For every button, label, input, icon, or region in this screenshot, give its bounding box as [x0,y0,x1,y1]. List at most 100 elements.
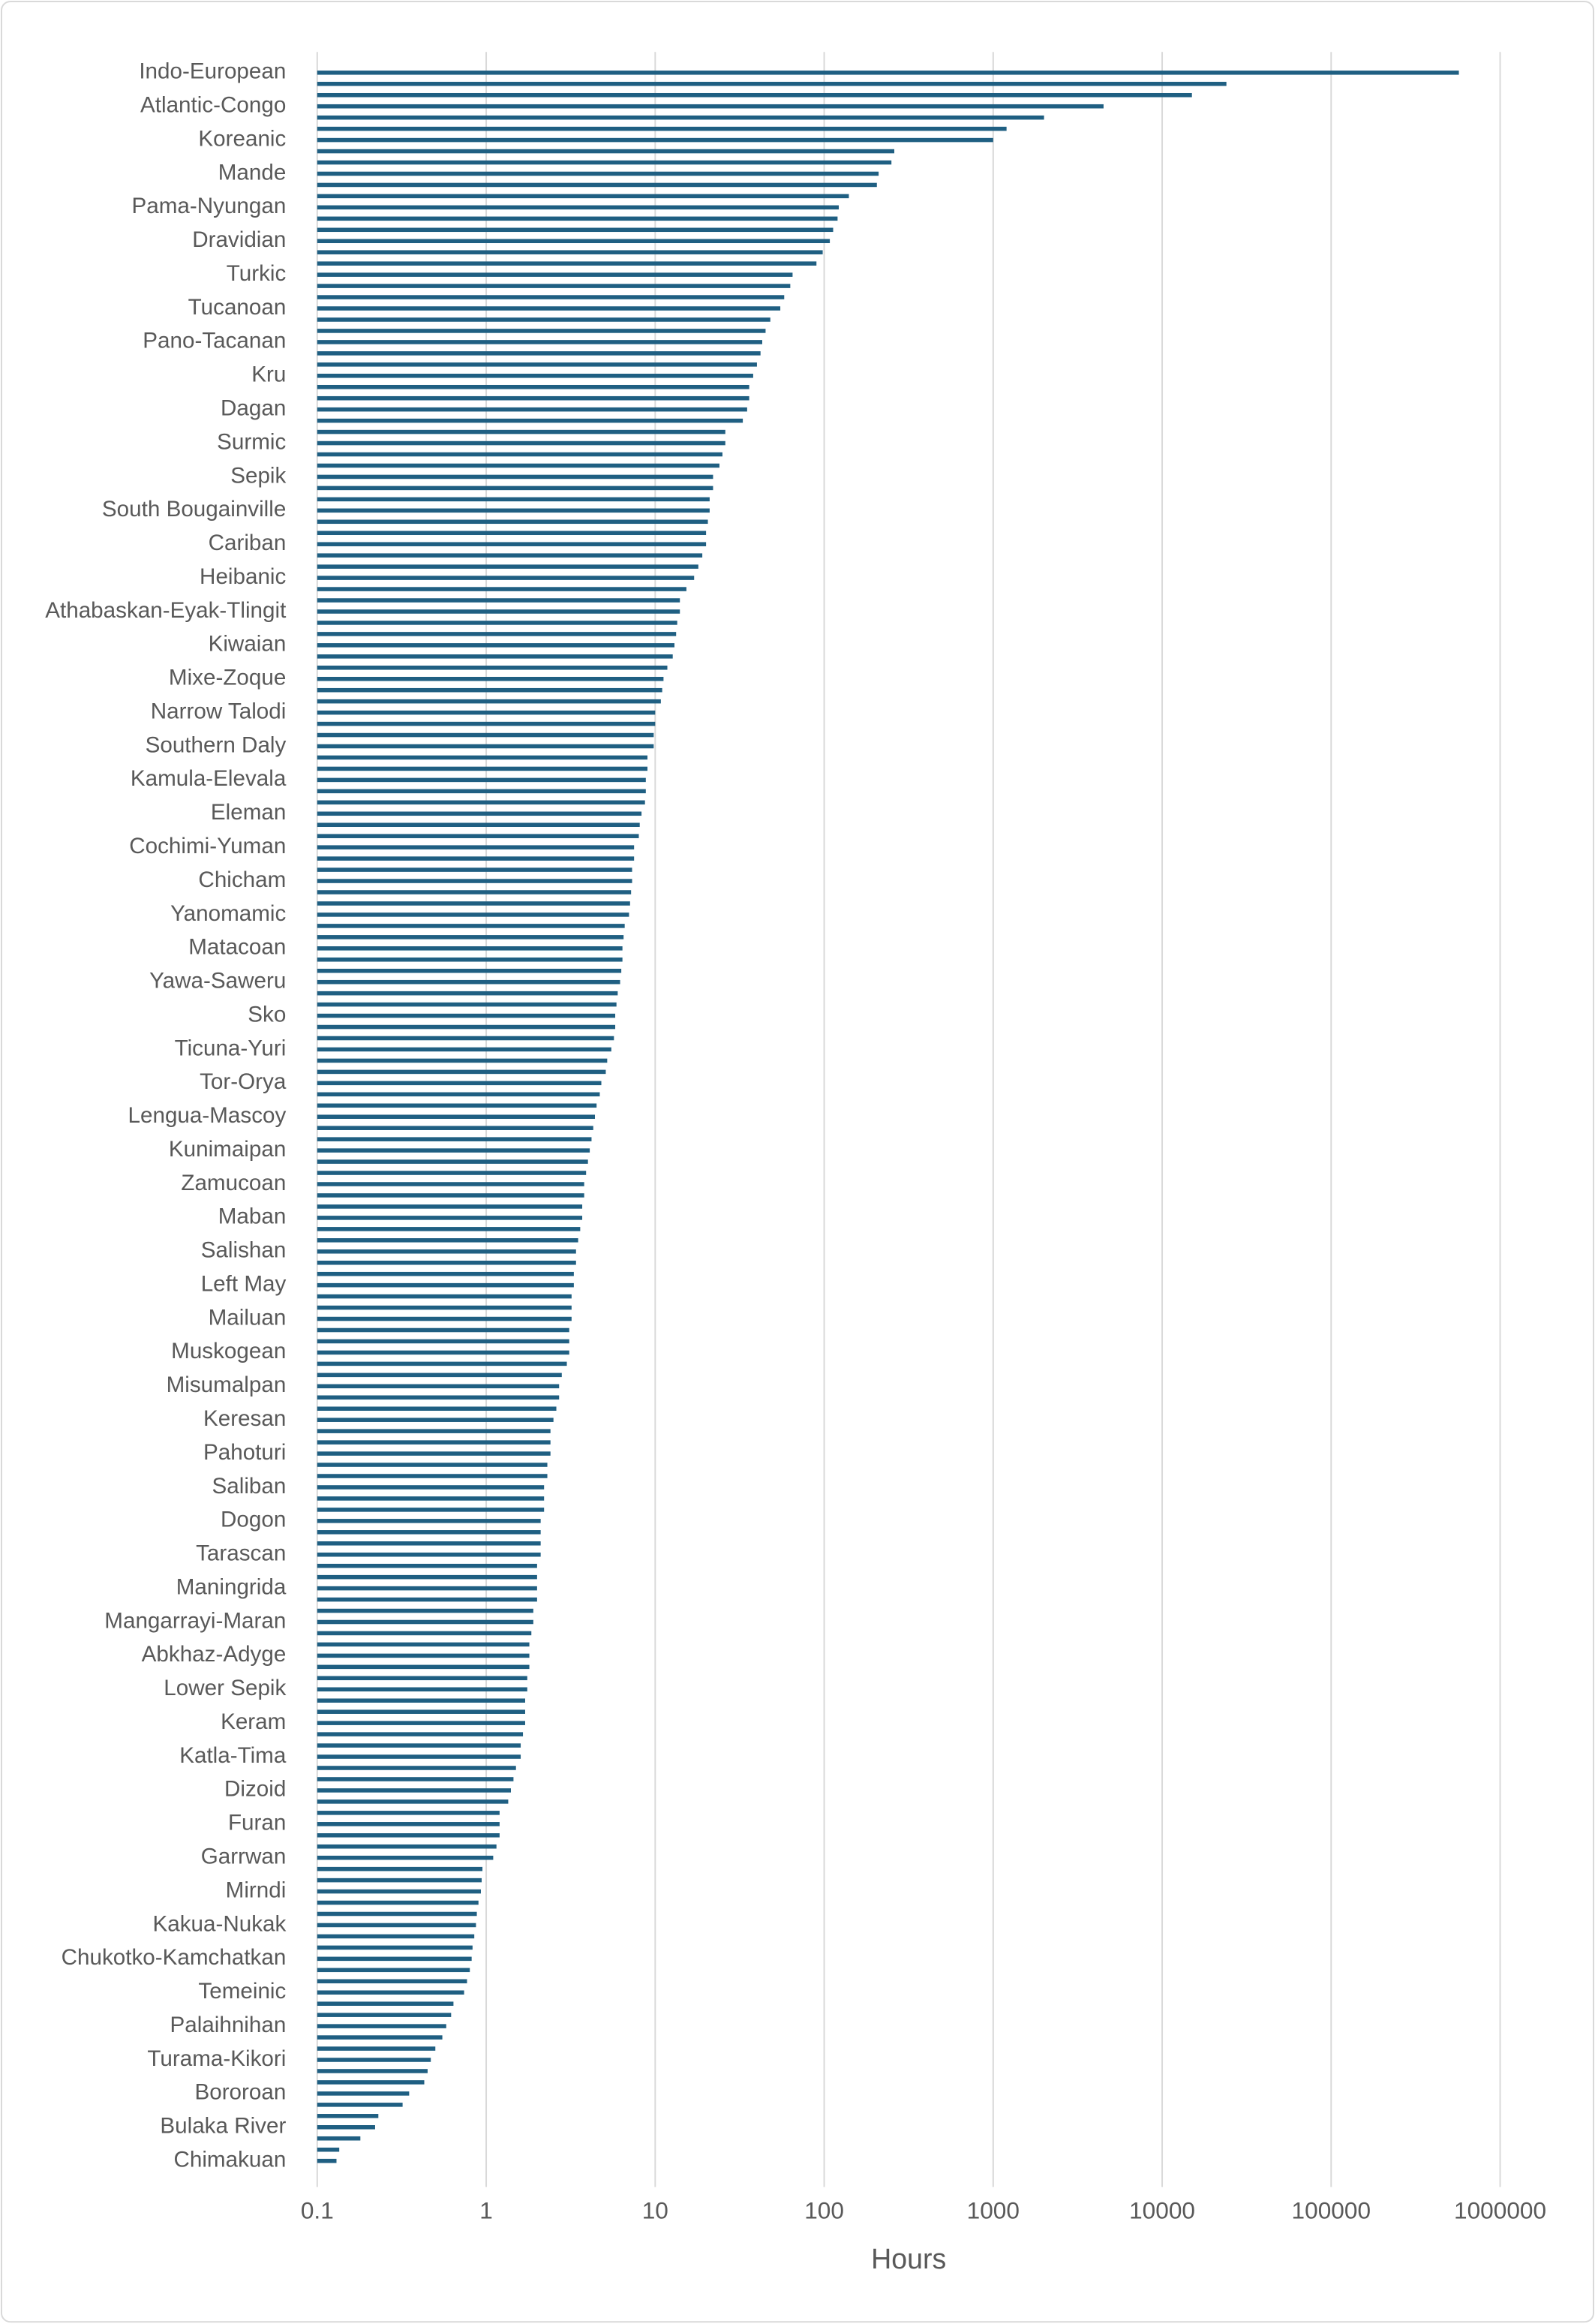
bar [317,732,654,738]
bar [317,1709,525,1714]
bar [317,2001,454,2006]
y-tick-label: Chicham [198,867,286,892]
y-tick-label: Yanomamic [170,901,286,926]
bar [317,1137,592,1141]
bar [317,1608,533,1613]
bar [317,418,743,423]
bar [317,452,722,457]
bar [317,1327,569,1333]
bar [317,71,1459,75]
bar [317,351,761,356]
y-tick-label: Temeinic [198,1979,286,2004]
bar [317,1103,597,1108]
bar [317,395,749,401]
y-tick-label: Keram [221,1709,286,1734]
bar [317,463,719,468]
bar [317,2103,403,2107]
bar [317,1440,551,1445]
bar [317,1777,514,1781]
y-tick-label: Sko [248,1002,286,1027]
bar [317,1732,524,1736]
bar [317,632,677,636]
bar [317,137,993,143]
bar [317,710,656,715]
bar [317,1990,464,1995]
bar [317,822,640,828]
bar [317,2035,443,2040]
bar [317,676,664,681]
y-tick-label: Atlantic-Congo [140,93,286,118]
bar [317,429,725,434]
bar [317,182,877,188]
bar [317,1081,602,1086]
bar [317,160,892,165]
y-tick-label: Misumalpan [167,1372,287,1397]
y-tick-label: Furan [228,1811,286,1835]
bar [317,811,642,816]
y-tick-label: Katla-Tima [179,1743,287,1768]
bar [317,699,661,704]
bar [317,1395,560,1400]
bar [317,1956,472,1962]
bar [317,946,623,951]
bar [317,1619,533,1625]
bar [317,1743,521,1748]
bar [317,1844,497,1849]
bar [317,1653,530,1658]
bar [317,1114,596,1120]
bar [317,991,618,996]
bar [317,2058,431,2062]
y-tick-label: Palaihnihan [170,2013,286,2037]
y-tick-label: Chimakuan [173,2147,286,2172]
bar [317,1530,541,1535]
bar [317,1260,576,1265]
bar [317,1721,525,1725]
bar [317,766,648,771]
y-tick-label: Maningrida [176,1574,287,1599]
bar [317,1148,590,1153]
x-tick-label: 1 [479,2196,493,2223]
bar [317,1339,569,1344]
bar [317,531,707,536]
bar [317,497,710,502]
bar [317,2024,446,2028]
bar [317,272,793,277]
bar [317,2114,379,2118]
bar [317,598,680,603]
y-tick-label: Cochimi-Yuman [129,834,286,858]
bar [317,643,674,648]
bar [317,1878,482,1883]
bar [317,542,707,546]
bar [317,744,654,749]
y-tick-label: Dogon [221,1508,286,1532]
bar [317,1249,576,1254]
x-axis-title: Hours [871,2243,946,2274]
bar [317,329,766,333]
y-tick-label: Mixe-Zoque [169,666,286,690]
bar [317,1934,475,1939]
x-tick-label: 1000000 [1454,2196,1546,2223]
bar [317,1811,500,1815]
y-tick-label: Pano-Tacanan [143,329,286,353]
bar [317,879,632,883]
bar [317,1271,574,1276]
y-tick-label: Mailuan [209,1305,287,1330]
bar [317,374,753,378]
bar [317,284,791,288]
y-tick-label: Turama-Kikori [147,2046,286,2071]
bar [317,149,895,154]
x-tick-label: 0.1 [301,2196,334,2223]
y-tick-label: Mangarrayi-Maran [104,1608,286,1633]
bar [317,1855,494,1860]
bar [317,1586,537,1591]
bar [317,800,645,805]
bar [317,261,817,266]
bar [317,968,622,973]
bar [317,104,1104,109]
y-tick-label: Matacoan [188,935,286,960]
y-tick-label: Garrwan [201,1844,287,1869]
y-tick-label: Athabaskan-Eyak-Tlingit [45,598,287,623]
y-tick-label: Keresan [203,1406,286,1431]
